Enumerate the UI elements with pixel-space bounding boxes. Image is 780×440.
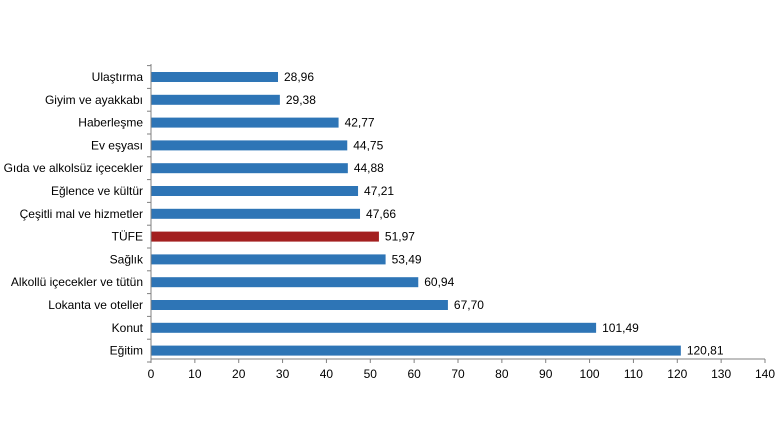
x-tick-label-60: 60 [407,367,421,381]
value-label-lokanta-ve-oteller: 67,70 [454,298,484,312]
labels-layer: Ulaştırma 28,96 Giyim ve ayakkabı 29,38 Habe… [4,70,776,381]
x-tick-label-80: 80 [495,367,509,381]
x-tick-label-110: 110 [624,367,643,381]
x-tick-label-20: 20 [232,367,246,381]
x-tick-label-30: 30 [276,367,290,381]
bar-egitim [151,345,681,356]
bars-layer [151,72,681,356]
value-label-egitim: 120,81 [687,344,724,358]
bar-gida-ve-alkolsuz-icecekler [151,163,348,174]
bar-alkollu-icecekler-ve-tutun [151,277,419,288]
category-label-saglik: Sağlık [110,252,144,266]
value-label-giyim-ve-ayakkabi: 29,38 [286,93,316,107]
category-label-gida-ve-alkolsuz-icecekler: Gıda ve alkolsüz içecekler [4,161,143,175]
x-tick-label-140: 140 [755,367,775,381]
category-label-egitim: Eğitim [110,344,143,358]
bar-eglence-ve-kultur [151,186,359,196]
value-label-cesitli-mal-ve-hizmetler: 47,66 [366,207,396,221]
value-label-konut: 101,49 [602,321,639,335]
category-label-tufe: TÜFE [112,230,143,244]
bar-lokanta-ve-oteller [151,300,448,310]
category-label-giyim-ve-ayakkabi: Giyim ve ayakkabı [45,93,143,107]
bar-saglik [151,254,386,265]
bar-ulastirma [151,72,279,82]
bar-tufe [151,231,379,242]
x-tick-label-90: 90 [539,367,553,381]
value-label-ulastirma: 28,96 [284,70,314,84]
x-tick-label-130: 130 [711,367,731,381]
category-label-ulastirma: Ulaştırma [92,70,144,84]
category-label-haberlesme: Haberleşme [78,116,143,130]
value-label-saglik: 53,49 [392,252,422,266]
category-label-konut: Konut [112,321,144,335]
category-label-eglence-ve-kultur: Eğlence ve kültür [51,184,143,198]
value-label-eglence-ve-kultur: 47,21 [364,184,394,198]
bar-giyim-ve-ayakkabi [151,94,280,105]
bar-cesitli-mal-ve-hizmetler [151,208,361,219]
value-label-alkollu-icecekler-ve-tutun: 60,94 [424,275,454,289]
category-label-cesitli-mal-ve-hizmetler: Çeşitli mal ve hizmetler [20,207,143,221]
category-label-alkollu-icecekler-ve-tutun: Alkollü içecekler ve tütün [11,275,143,289]
value-label-haberlesme: 42,77 [345,116,375,130]
value-label-tufe: 51,97 [385,230,415,244]
x-tick-label-0: 0 [148,367,155,381]
axis-layer [147,64,766,363]
bar-ev-esyasi [151,140,348,151]
x-tick-label-50: 50 [364,367,378,381]
category-label-lokanta-ve-oteller: Lokanta ve oteller [48,298,143,312]
x-tick-label-40: 40 [320,367,334,381]
x-tick-label-10: 10 [188,367,202,381]
x-tick-label-120: 120 [667,367,687,381]
x-tick-label-100: 100 [580,367,600,381]
bar-konut [151,322,597,333]
x-tick-label-70: 70 [451,367,465,381]
value-label-gida-ve-alkolsuz-icecekler: 44,88 [354,161,384,175]
bar-haberlesme [151,117,339,128]
category-label-ev-esyasi: Ev eşyası [91,138,143,152]
value-label-ev-esyasi: 44,75 [353,138,383,152]
